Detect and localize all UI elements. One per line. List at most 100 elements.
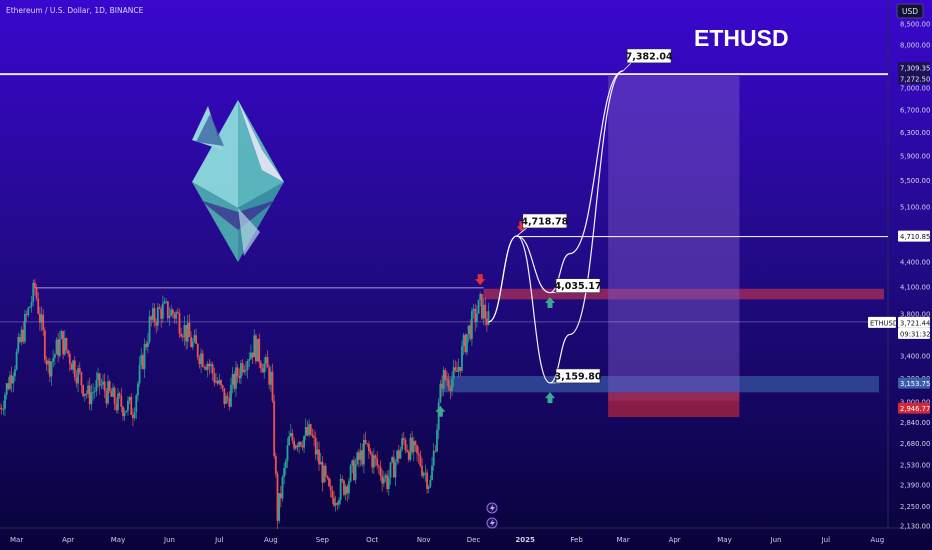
callout-label: 3,159.80: [555, 371, 602, 382]
candle-body: [22, 329, 25, 342]
candle-body: [15, 351, 18, 370]
candle-body: [158, 307, 161, 309]
candle-body: [268, 367, 271, 385]
candle-body: [392, 457, 395, 478]
candle-body: [50, 361, 53, 377]
time-tick-label: Apr: [62, 536, 74, 544]
candle-body: [409, 437, 412, 460]
candle-body: [133, 412, 136, 418]
candle-body: [454, 367, 457, 371]
time-tick-label: May: [111, 536, 125, 544]
svg-text:USD: USD: [902, 7, 918, 16]
ethereum-logo-icon: [192, 100, 284, 262]
candle-body: [306, 427, 309, 436]
candle-body: [245, 369, 247, 371]
candle-body: [326, 475, 329, 478]
candle-body: [107, 381, 109, 404]
candle-body: [123, 412, 126, 417]
candle-body: [382, 478, 385, 484]
candle-body: [338, 499, 340, 505]
callout-box: [626, 48, 672, 64]
candle-body: [38, 313, 41, 323]
candle-body: [471, 310, 473, 340]
zone-demand: [442, 375, 880, 393]
candle-body: [369, 450, 372, 454]
candle-body: [155, 322, 158, 326]
up-arrow-icon: [545, 392, 556, 404]
time-tick-label: Aug: [264, 536, 278, 544]
candle-body: [447, 380, 450, 388]
candle-body: [462, 335, 465, 347]
candle-body: [153, 308, 156, 323]
candle-body: [161, 303, 164, 319]
candle-body: [20, 329, 23, 342]
candle-body: [5, 383, 8, 395]
candle-body: [487, 311, 490, 325]
callout-leader: [516, 227, 528, 237]
candle-body: [299, 441, 302, 446]
time-tick-label: Apr: [669, 536, 681, 544]
annotations-layer: 7,382.04 4,718.78 4,035.17 3,159.80: [516, 48, 673, 384]
candle-body: [102, 381, 104, 385]
candle-body: [206, 363, 209, 370]
time-axis[interactable]: Mar Apr May Jun Jul Aug Sep Oct Nov Dec 2025 Feb Mar…: [10, 536, 884, 544]
candle-body: [117, 393, 119, 411]
candle-body: [226, 396, 229, 399]
callout-label: 4,035.17: [555, 281, 602, 292]
candle-body: [311, 434, 314, 437]
badge-resistance: 4,710.85: [900, 233, 930, 241]
candle-body: [314, 437, 317, 455]
candle-body: [321, 461, 324, 483]
candle-body: [467, 325, 470, 335]
badge-stop-bg: [898, 402, 930, 414]
candle-body: [52, 358, 55, 362]
candle-body: [427, 486, 430, 489]
currency-button[interactable]: USD: [896, 3, 924, 19]
price-tick-label: 2,530.00: [900, 462, 930, 470]
candle-body: [205, 367, 207, 370]
candle-body: [456, 370, 458, 372]
candle-body: [271, 371, 274, 401]
chart-title: ETHUSD: [694, 25, 789, 51]
zone-supply: [483, 288, 884, 300]
candle-body: [163, 301, 166, 304]
candle-body: [263, 363, 266, 373]
candle-body: [459, 366, 462, 371]
price-tick-label: 8,500.00: [900, 21, 930, 29]
candle-body: [90, 392, 93, 405]
time-tick-label: Jun: [770, 536, 782, 544]
candle-body: [264, 357, 267, 364]
candle-body: [243, 369, 246, 373]
price-tick-label: 6,300.00: [900, 129, 930, 137]
candle-body: [426, 472, 428, 489]
candle-body: [254, 335, 257, 362]
candle-body: [273, 400, 276, 456]
lightning-event-icon[interactable]: [486, 517, 498, 529]
candle-body: [180, 333, 183, 337]
candle-body: [196, 343, 199, 358]
candle-body: [404, 439, 407, 451]
candle-body: [181, 336, 184, 338]
candle-body: [259, 362, 262, 369]
candle-body: [472, 308, 475, 311]
candle-body: [402, 438, 405, 440]
candle-body: [474, 308, 477, 323]
candle-body: [358, 452, 360, 460]
candle-body: [48, 360, 51, 377]
candle-body: [45, 359, 48, 365]
candle-body: [211, 364, 214, 374]
candle-body: [166, 301, 169, 319]
lightning-event-icon[interactable]: [486, 502, 498, 514]
candle-body: [110, 391, 113, 397]
candle-body: [414, 441, 417, 446]
candle-body: [416, 445, 418, 454]
candle-body: [30, 301, 33, 307]
candle-body: [198, 357, 201, 365]
candle-body: [246, 361, 249, 370]
candle-body: [118, 393, 121, 396]
zone-target: [608, 75, 740, 401]
candle-body: [62, 331, 65, 355]
candle-body: [397, 450, 400, 459]
candle-body: [233, 373, 236, 389]
